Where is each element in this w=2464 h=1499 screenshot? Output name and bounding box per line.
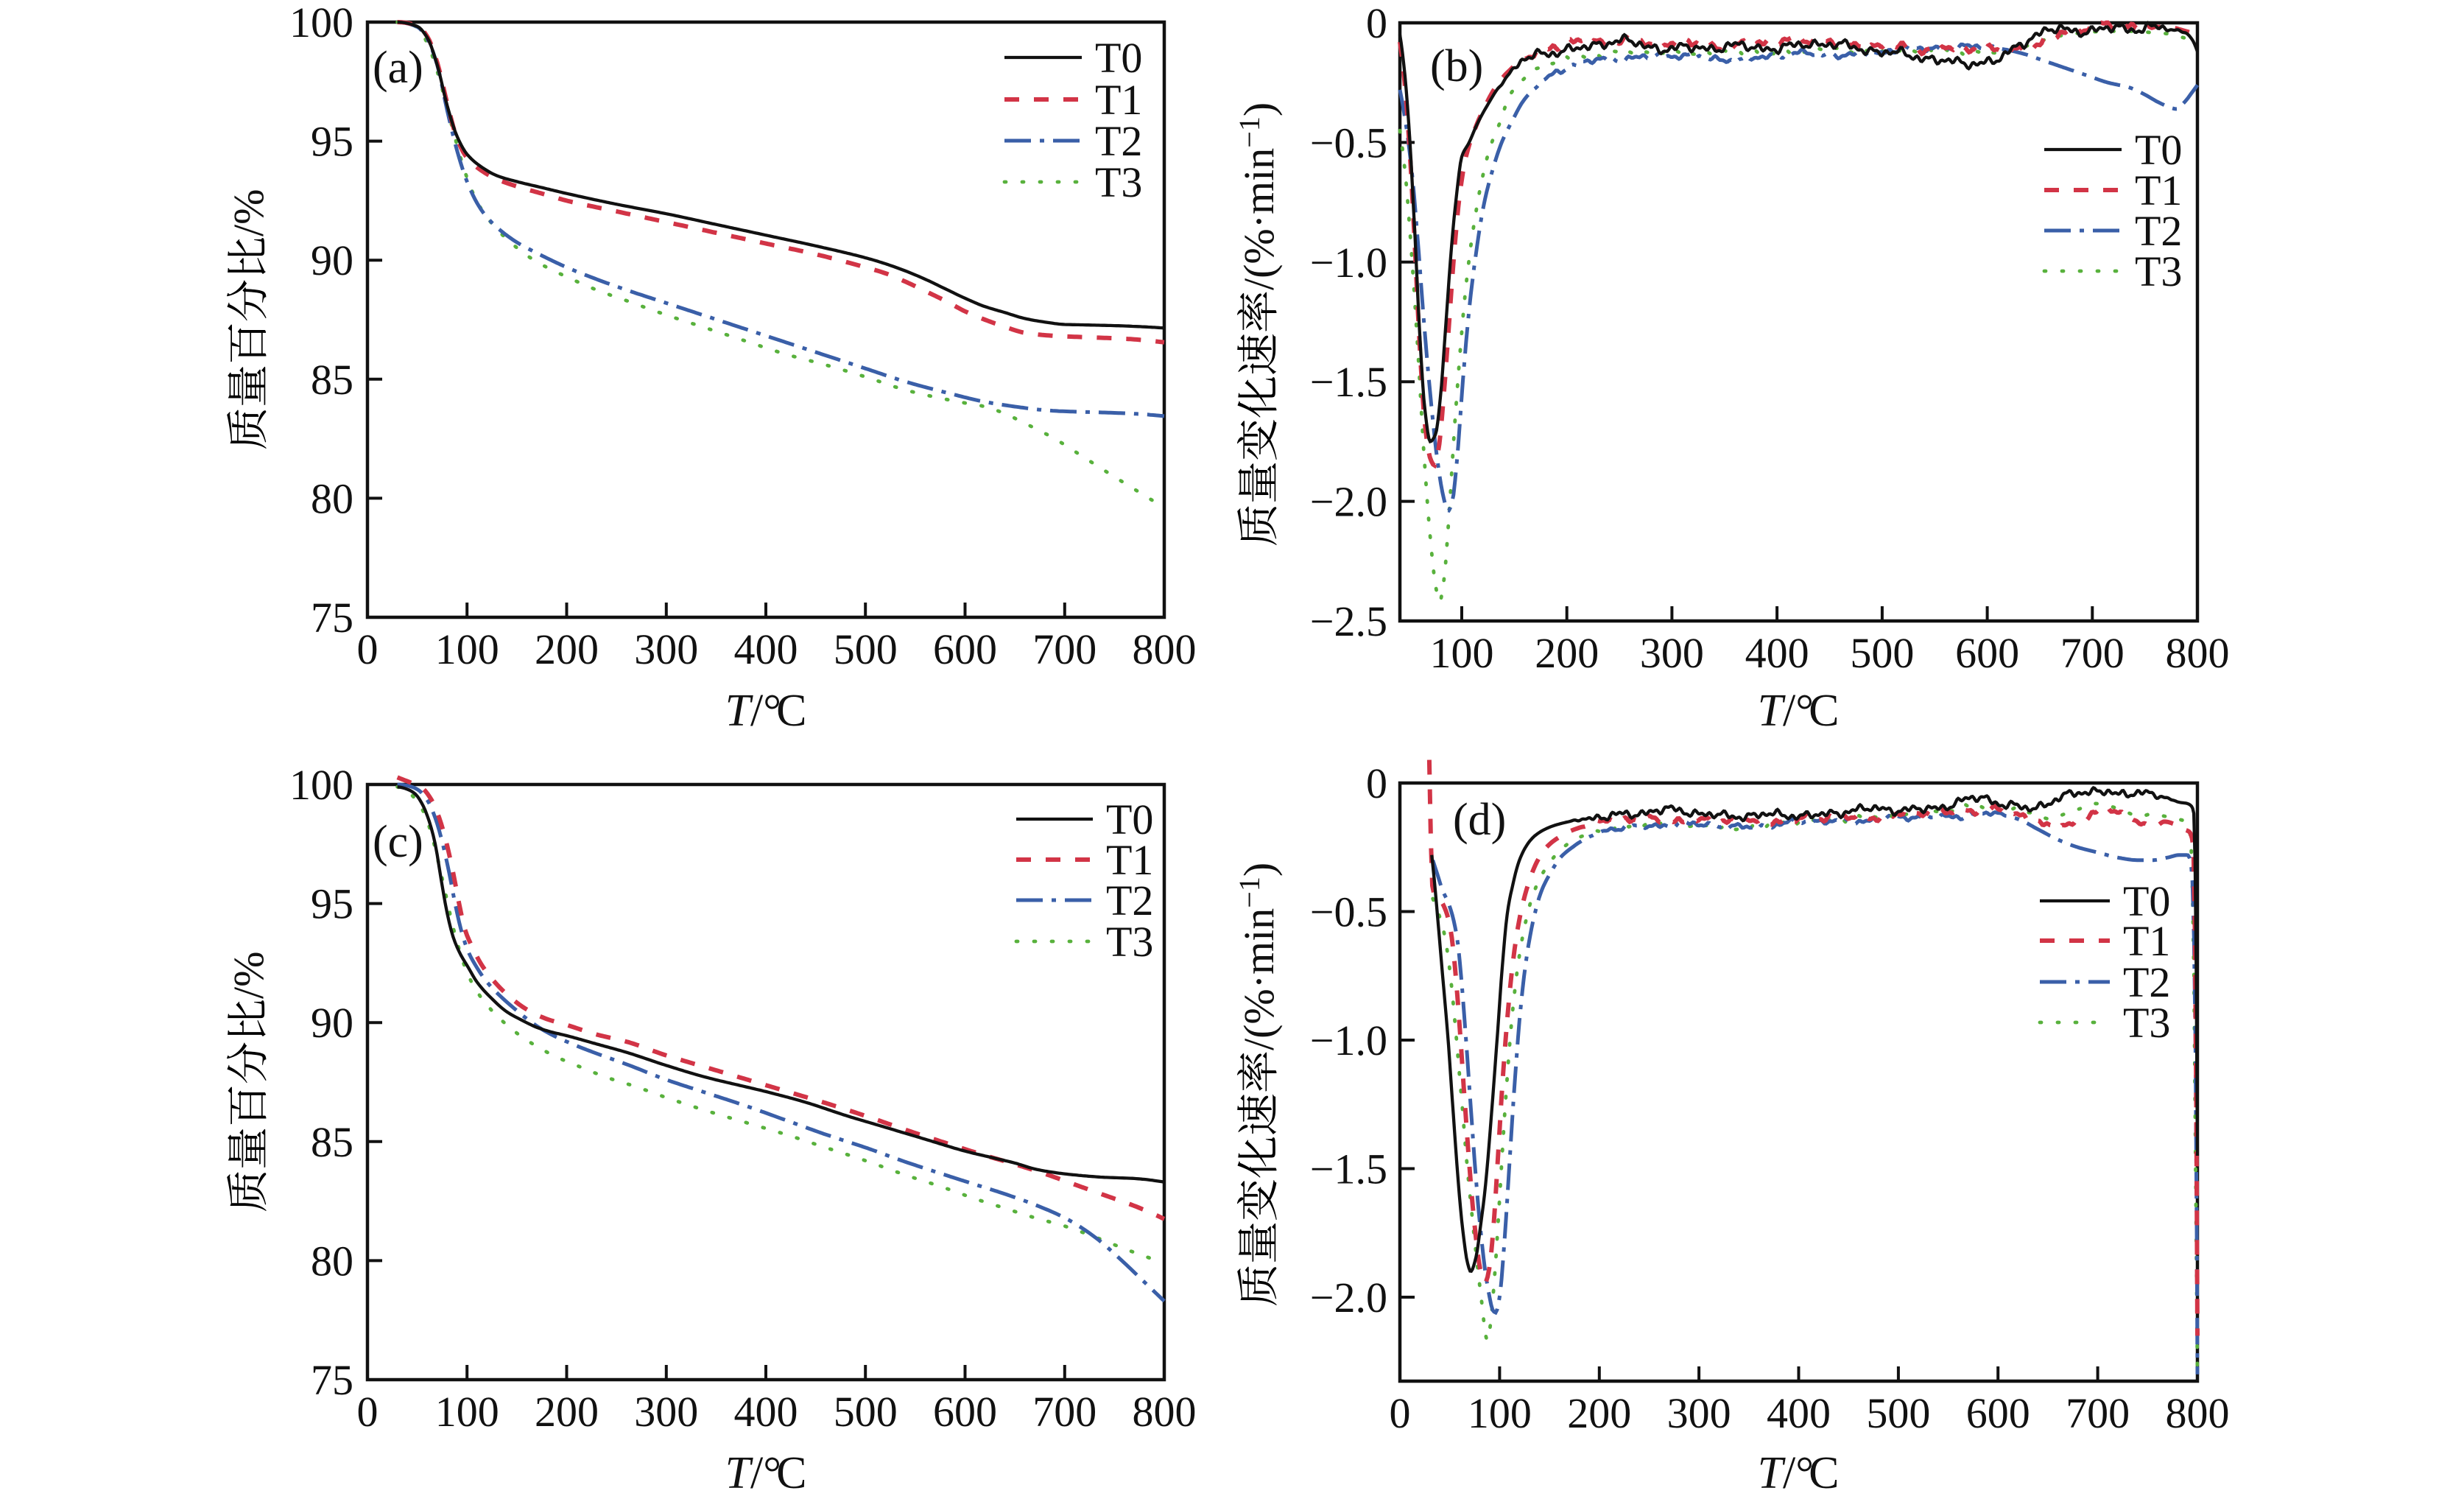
- svg-text:−1.0: −1.0: [1310, 1017, 1387, 1064]
- svg-text:100: 100: [1430, 629, 1494, 677]
- svg-text:0: 0: [357, 625, 379, 673]
- svg-text:300: 300: [634, 1388, 698, 1436]
- svg-text:90: 90: [311, 236, 353, 284]
- svg-text:600: 600: [933, 625, 997, 673]
- svg-text:400: 400: [1767, 1389, 1831, 1437]
- svg-text:T/°C: T/°C: [725, 686, 807, 736]
- svg-text:T3: T3: [2135, 248, 2182, 295]
- svg-text:−2.0: −2.0: [1310, 478, 1387, 526]
- svg-text:700: 700: [2060, 629, 2125, 677]
- svg-text:600: 600: [1955, 629, 2019, 677]
- svg-text:600: 600: [933, 1388, 997, 1436]
- svg-text:T/°C: T/°C: [725, 1448, 807, 1498]
- svg-text:300: 300: [634, 625, 698, 673]
- svg-text:T2: T2: [2135, 207, 2182, 255]
- svg-text:100: 100: [435, 625, 499, 673]
- svg-text:300: 300: [1667, 1389, 1731, 1437]
- svg-text:200: 200: [1535, 629, 1599, 677]
- svg-text:700: 700: [2066, 1389, 2130, 1437]
- svg-text:(d): (d): [1453, 795, 1506, 845]
- svg-text:T2: T2: [1095, 117, 1142, 165]
- svg-text:/%: /%: [225, 952, 272, 999]
- svg-text:T3: T3: [2123, 999, 2170, 1047]
- svg-text:/%: /%: [225, 189, 272, 236]
- svg-text:600: 600: [1966, 1389, 2030, 1437]
- svg-text:400: 400: [1745, 629, 1809, 677]
- svg-text:800: 800: [2166, 629, 2230, 677]
- svg-text:−1.5: −1.5: [1310, 358, 1387, 406]
- svg-text:T0: T0: [2123, 877, 2170, 925]
- svg-text:T1: T1: [1095, 76, 1142, 124]
- svg-text:T2: T2: [2123, 958, 2170, 1006]
- svg-text:T0: T0: [1106, 796, 1153, 843]
- svg-text:T0: T0: [2135, 126, 2182, 174]
- svg-text:100: 100: [289, 0, 353, 46]
- svg-text:−1.5: −1.5: [1310, 1145, 1387, 1193]
- svg-text:T1: T1: [2123, 917, 2170, 965]
- svg-text:−0.5: −0.5: [1310, 888, 1387, 936]
- svg-text:200: 200: [535, 625, 599, 673]
- svg-text:T3: T3: [1095, 158, 1142, 206]
- svg-text:500: 500: [1850, 629, 1914, 677]
- svg-text:200: 200: [535, 1388, 599, 1436]
- svg-text:500: 500: [1866, 1389, 1930, 1437]
- svg-text:(b): (b): [1430, 41, 1483, 91]
- svg-text:85: 85: [311, 356, 353, 404]
- svg-text:100: 100: [289, 761, 353, 809]
- svg-text:800: 800: [1133, 1388, 1197, 1436]
- svg-text:0: 0: [1366, 0, 1387, 47]
- svg-text:95: 95: [311, 880, 353, 928]
- svg-text:400: 400: [734, 1388, 798, 1436]
- svg-text:T/°C: T/°C: [1758, 1448, 1840, 1498]
- svg-text:85: 85: [311, 1118, 353, 1166]
- svg-text:200: 200: [1567, 1389, 1631, 1437]
- svg-text:0: 0: [1390, 1389, 1411, 1437]
- svg-text:100: 100: [435, 1388, 499, 1436]
- svg-text:500: 500: [834, 1388, 898, 1436]
- svg-text:−0.5: −0.5: [1310, 119, 1387, 166]
- svg-text:90: 90: [311, 999, 353, 1047]
- svg-text:T1: T1: [1106, 836, 1153, 884]
- svg-text:T2: T2: [1106, 877, 1153, 924]
- svg-text:95: 95: [311, 118, 353, 166]
- svg-text:−1.0: −1.0: [1310, 239, 1387, 287]
- svg-text:800: 800: [2166, 1389, 2230, 1437]
- svg-text:0: 0: [357, 1388, 379, 1436]
- svg-text:−2.0: −2.0: [1310, 1274, 1387, 1321]
- svg-text:T/°C: T/°C: [1758, 686, 1840, 736]
- svg-text:800: 800: [1133, 625, 1197, 673]
- svg-text:400: 400: [734, 625, 798, 673]
- svg-text:500: 500: [834, 625, 898, 673]
- svg-text:0: 0: [1366, 759, 1387, 807]
- svg-text:700: 700: [1032, 1388, 1097, 1436]
- svg-text:75: 75: [311, 594, 353, 642]
- svg-text:80: 80: [311, 1237, 353, 1285]
- svg-text:300: 300: [1640, 629, 1704, 677]
- svg-text:75: 75: [311, 1356, 353, 1404]
- svg-text:(a): (a): [373, 43, 423, 93]
- svg-text:T0: T0: [1095, 34, 1142, 82]
- svg-text:80: 80: [311, 474, 353, 522]
- svg-text:T3: T3: [1106, 918, 1153, 966]
- svg-text:T1: T1: [2135, 166, 2182, 214]
- svg-text:100: 100: [1468, 1389, 1532, 1437]
- svg-text:700: 700: [1032, 625, 1097, 673]
- svg-text:(c): (c): [373, 817, 423, 867]
- svg-text:−2.5: −2.5: [1310, 597, 1387, 645]
